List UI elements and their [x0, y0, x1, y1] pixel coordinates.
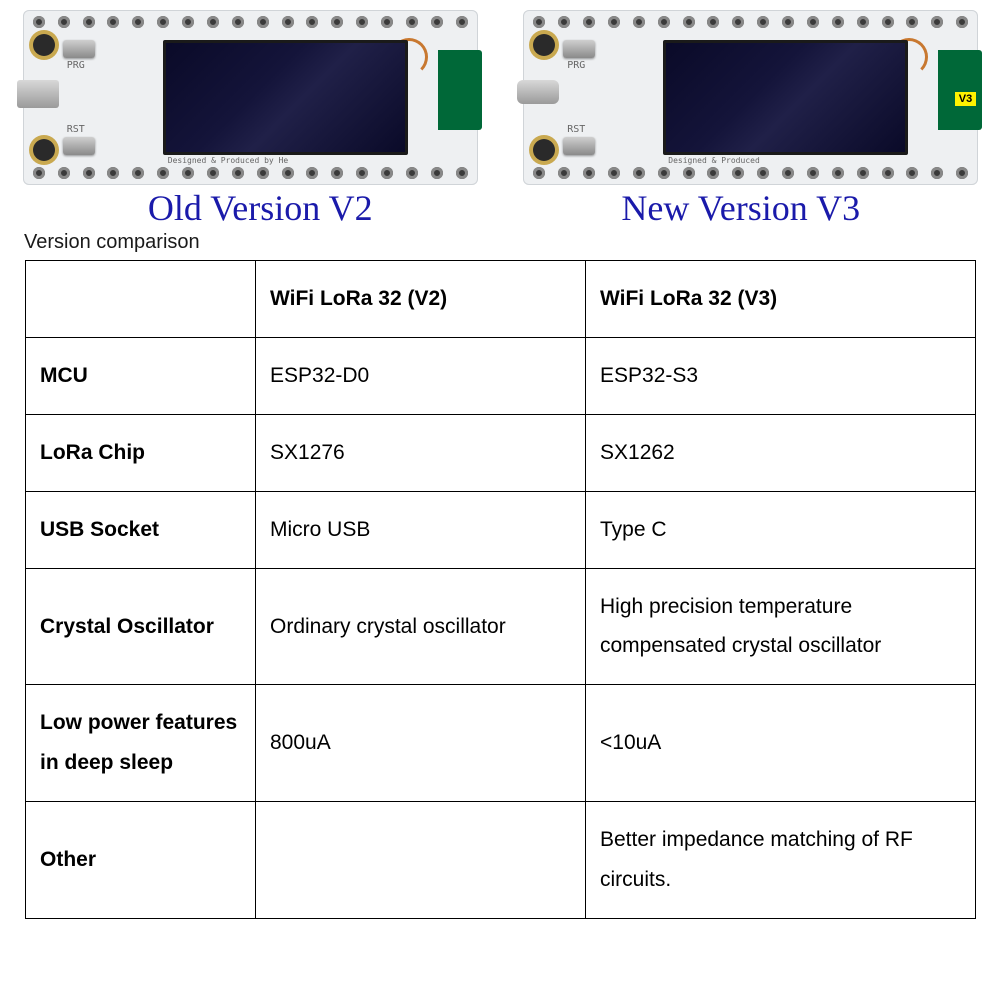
oled-screen	[663, 40, 908, 155]
pin-holes-bottom	[533, 167, 968, 179]
silk-brand: Designed & Produced	[668, 156, 760, 165]
row-label: Low power features in deep sleep	[26, 685, 256, 802]
cell-v2: Ordinary crystal oscillator	[256, 568, 586, 685]
v3-badge: V3	[955, 92, 976, 106]
usb-port	[17, 80, 59, 108]
cell-v3: <10uA	[586, 685, 976, 802]
table-row: Crystal Oscillator Ordinary crystal osci…	[26, 568, 976, 685]
pin-holes-top	[33, 16, 468, 28]
label-old-version: Old Version V2	[33, 187, 488, 229]
table-row: MCU ESP32-D0 ESP32-S3	[26, 337, 976, 414]
cell-v2: Micro USB	[256, 491, 586, 568]
row-label: Other	[26, 802, 256, 919]
rf-module	[938, 50, 982, 130]
version-labels-row: Old Version V2 New Version V3	[0, 185, 1001, 229]
oled-screen	[163, 40, 408, 155]
table-row: LoRa Chip SX1276 SX1262	[26, 414, 976, 491]
board-v2: PRG RST Designed & Produced by He	[23, 10, 478, 185]
row-label: USB Socket	[26, 491, 256, 568]
usb-c-port	[517, 80, 559, 104]
table-row: USB Socket Micro USB Type C	[26, 491, 976, 568]
mount-hole	[533, 34, 555, 56]
label-new-version: New Version V3	[513, 187, 968, 229]
cell-v3: ESP32-S3	[586, 337, 976, 414]
table-row: Other Better impedance matching of RF ci…	[26, 802, 976, 919]
mount-hole	[33, 139, 55, 161]
cell-v2: ESP32-D0	[256, 337, 586, 414]
cell-v2	[256, 802, 586, 919]
cell-v2: 800uA	[256, 685, 586, 802]
comparison-caption: Version comparison	[0, 229, 1001, 260]
row-label: LoRa Chip	[26, 414, 256, 491]
rst-button	[63, 137, 95, 155]
row-label: MCU	[26, 337, 256, 414]
silk-brand: Designed & Produced by He	[168, 156, 288, 165]
table-header-row: WiFi LoRa 32 (V2) WiFi LoRa 32 (V3)	[26, 261, 976, 338]
mount-hole	[33, 34, 55, 56]
rst-button	[563, 137, 595, 155]
silk-rst: RST	[67, 124, 85, 135]
mount-hole	[533, 139, 555, 161]
board-v3: PRG RST V3 Designed & Produced	[523, 10, 978, 185]
silk-prg: PRG	[67, 60, 85, 71]
cell-v3: Type C	[586, 491, 976, 568]
header-v3: WiFi LoRa 32 (V3)	[586, 261, 976, 338]
silk-prg: PRG	[567, 60, 585, 71]
cell-v3: High precision temperature compensated c…	[586, 568, 976, 685]
prg-button	[63, 40, 95, 58]
pin-holes-bottom	[33, 167, 468, 179]
silk-rst: RST	[567, 124, 585, 135]
table-row: Low power features in deep sleep 800uA <…	[26, 685, 976, 802]
comparison-table: WiFi LoRa 32 (V2) WiFi LoRa 32 (V3) MCU …	[25, 260, 976, 919]
cell-v3: SX1262	[586, 414, 976, 491]
row-label: Crystal Oscillator	[26, 568, 256, 685]
boards-row: PRG RST Designed & Produced by He PRG RS…	[0, 0, 1001, 185]
rf-module	[438, 50, 482, 130]
header-v2: WiFi LoRa 32 (V2)	[256, 261, 586, 338]
pin-holes-top	[533, 16, 968, 28]
header-empty	[26, 261, 256, 338]
cell-v2: SX1276	[256, 414, 586, 491]
prg-button	[563, 40, 595, 58]
table-body: MCU ESP32-D0 ESP32-S3 LoRa Chip SX1276 S…	[26, 337, 976, 918]
cell-v3: Better impedance matching of RF circuits…	[586, 802, 976, 919]
